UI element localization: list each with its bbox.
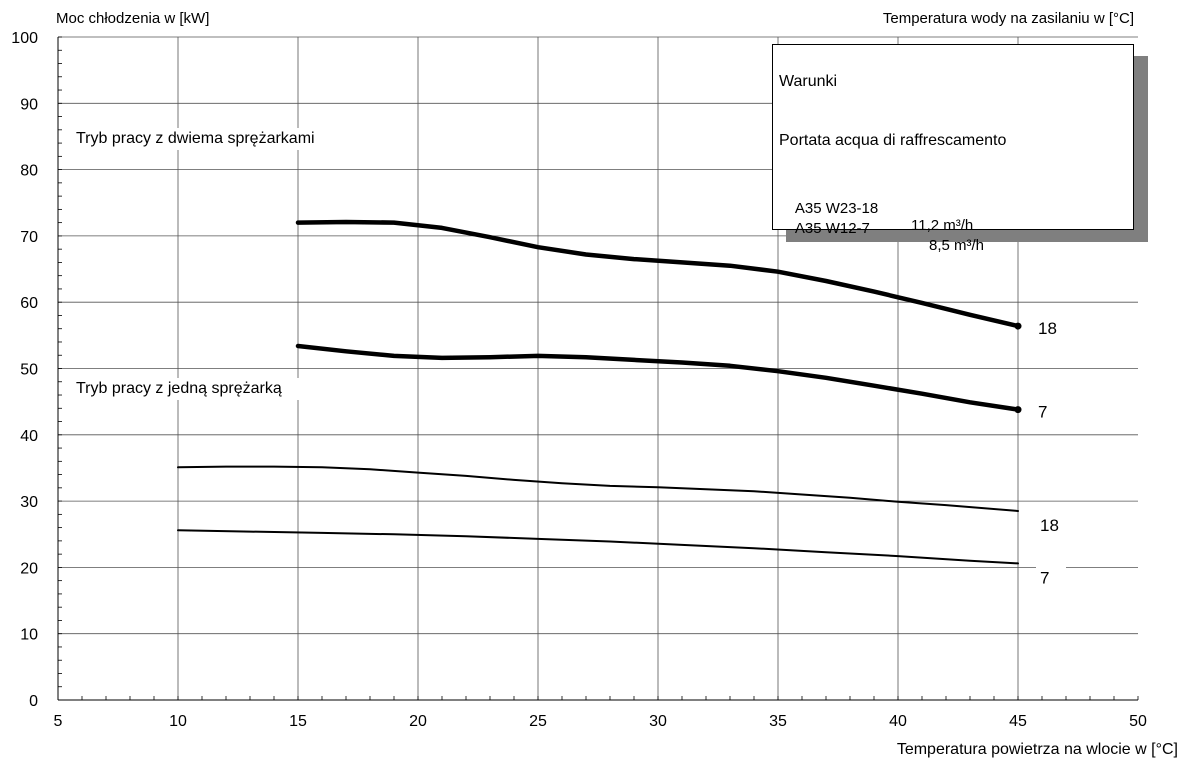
series-line-two_compressors-7 — [295, 343, 1021, 412]
x-tick-label: 15 — [289, 713, 307, 730]
x-tick-label: 30 — [649, 713, 667, 730]
x-tick-label: 5 — [54, 713, 63, 730]
y-tick-label: 80 — [20, 163, 38, 180]
y-tick-label: 30 — [20, 494, 38, 511]
x-tick-label: 50 — [1129, 713, 1147, 730]
series-end-label: 18 — [1038, 319, 1057, 338]
series-end-label: 18 — [1040, 516, 1059, 535]
y-tick-label: 50 — [20, 362, 38, 379]
x-tick-label: 45 — [1009, 713, 1027, 730]
series-end-point — [1014, 322, 1022, 330]
y-tick-label: 60 — [20, 295, 38, 312]
x-tick-label: 35 — [769, 713, 787, 730]
y-axis-title: Moc chłodzenia w [kW] — [56, 10, 210, 27]
legend-row-code: A35 W23-18 — [794, 200, 879, 217]
legend-subtitle: Portata acqua di raffrescamento — [779, 132, 1007, 149]
right-axis-title: Temperatura wody na zasilaniu w [°C] — [882, 10, 1134, 27]
legend-row: A35 W12-7 8,5 m³/h — [779, 203, 984, 271]
series-line-two_compressors-18 — [295, 219, 1021, 329]
y-tick-label: 0 — [29, 693, 38, 710]
legend-row-value: 11,2 m³/h — [911, 217, 974, 234]
legend-box: Warunki Portata acqua di raffrescamento … — [772, 44, 1134, 254]
series-line-one_compressor-7 — [177, 529, 1019, 565]
x-tick-label: 40 — [889, 713, 907, 730]
y-tick-label: 70 — [20, 229, 38, 246]
x-axis-title: Temperatura powietrza na wlocie w [°C] — [896, 741, 1178, 758]
mode-label-one-compressor: Tryb pracy z jedną sprężarką — [72, 378, 396, 400]
x-tick-label: 10 — [169, 713, 187, 730]
y-tick-label: 40 — [20, 428, 38, 445]
x-tick-label: 20 — [409, 713, 427, 730]
legend-title: Warunki — [779, 73, 838, 90]
legend-row-value: 8,5 m³/h — [929, 237, 985, 254]
y-tick-label: 10 — [20, 627, 38, 644]
series-end-point — [1014, 406, 1022, 414]
legend-row: A35 W23-18 11,2 m³/h — [779, 183, 973, 251]
series-end-label: 7 — [1038, 403, 1047, 422]
series-label-backdrop — [1036, 513, 1066, 538]
series-label-backdrop — [1036, 565, 1066, 590]
series-end-label: 7 — [1040, 568, 1049, 587]
legend-row-code: A35 W12-7 — [794, 220, 870, 237]
series-line-one_compressor-18 — [177, 465, 1019, 512]
mode-label-two-compressors: Tryb pracy z dwiema sprężarkami — [72, 128, 400, 150]
x-tick-label: 25 — [529, 713, 547, 730]
y-tick-label: 90 — [20, 96, 38, 113]
y-tick-label: 100 — [11, 30, 38, 47]
y-tick-label: 20 — [20, 560, 38, 577]
